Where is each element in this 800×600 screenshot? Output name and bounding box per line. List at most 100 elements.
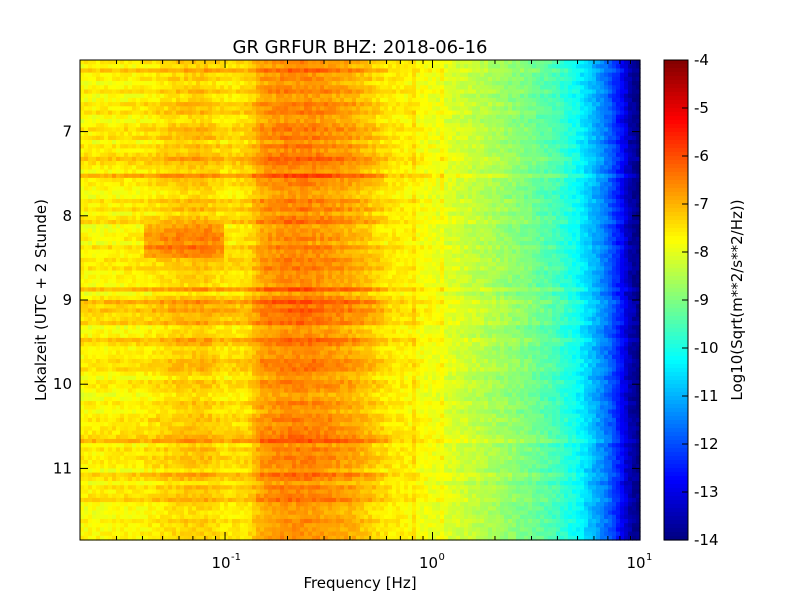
spectrogram-cell xyxy=(232,156,237,162)
spectrogram-cell xyxy=(160,182,165,187)
spectrogram-cell xyxy=(612,148,617,154)
spectrogram-cell xyxy=(636,60,641,65)
spectrogram-cell xyxy=(108,144,113,150)
spectrogram-cell xyxy=(160,131,165,137)
spectrogram-cell xyxy=(324,186,329,192)
spectrogram-cell xyxy=(204,123,209,128)
spectrogram-cell xyxy=(436,140,441,145)
spectrogram-cell xyxy=(400,173,405,179)
spectrogram-cell xyxy=(452,198,457,204)
spectrogram-cell xyxy=(392,182,397,187)
spectrogram-cell xyxy=(84,144,89,150)
spectrogram-cell xyxy=(448,144,453,150)
spectrogram-cell xyxy=(116,156,121,162)
spectrogram-cell xyxy=(248,203,253,208)
spectrogram-cell xyxy=(256,68,261,74)
spectrogram-cell xyxy=(544,161,549,166)
spectrogram-cell xyxy=(520,148,525,154)
spectrogram-cell xyxy=(584,190,589,196)
spectrogram-cell xyxy=(636,102,641,107)
spectrogram-cell xyxy=(636,64,641,70)
spectrogram-cell xyxy=(620,123,625,128)
spectrogram-cell xyxy=(168,89,173,95)
spectrogram-cell xyxy=(564,186,569,192)
spectrogram-cell xyxy=(624,118,629,124)
spectrogram-cell xyxy=(116,60,121,65)
spectrogram-cell xyxy=(184,97,189,103)
spectrogram-cell xyxy=(108,85,113,91)
spectrogram-cell xyxy=(424,152,429,158)
spectrogram-cell xyxy=(388,60,393,65)
spectrogram-cell xyxy=(300,152,305,158)
spectrogram-cell xyxy=(276,173,281,179)
spectrogram-cell xyxy=(572,106,577,112)
spectrogram-cell xyxy=(540,140,545,145)
spectrogram-cell xyxy=(244,165,249,171)
spectrogram-cell xyxy=(492,123,497,128)
spectrogram-cell xyxy=(484,152,489,158)
spectrogram-cell xyxy=(340,72,345,78)
spectrogram-cell xyxy=(484,203,489,208)
spectrogram-cell xyxy=(244,135,249,141)
spectrogram-cell xyxy=(324,114,329,120)
spectrogram-cell xyxy=(92,106,97,112)
spectrogram-cell xyxy=(580,186,585,192)
spectrogram-cell xyxy=(412,110,417,116)
spectrogram-cell xyxy=(240,72,245,78)
spectrogram-cell xyxy=(448,135,453,141)
spectrogram-cell xyxy=(452,144,457,150)
spectrogram-cell xyxy=(340,156,345,162)
spectrogram-cell xyxy=(360,114,365,120)
spectrogram-cell xyxy=(348,85,353,91)
spectrogram-cell xyxy=(324,93,329,99)
spectrogram-cell xyxy=(160,148,165,154)
spectrogram-cell xyxy=(96,182,101,187)
spectrogram-cell xyxy=(524,64,529,70)
spectrogram-cell xyxy=(284,118,289,124)
spectrogram-cell xyxy=(336,89,341,95)
spectrogram-cell xyxy=(184,106,189,112)
spectrogram-cell xyxy=(324,76,329,82)
spectrogram-cell xyxy=(248,60,253,65)
spectrogram-cell xyxy=(316,148,321,154)
spectrogram-cell xyxy=(192,131,197,137)
spectrogram-cell xyxy=(304,156,309,162)
spectrogram-cell xyxy=(624,81,629,86)
spectrogram-cell xyxy=(280,165,285,171)
spectrogram-cell xyxy=(500,123,505,128)
spectrogram-cell xyxy=(172,148,177,154)
spectrogram-cell xyxy=(436,169,441,175)
spectrogram-cell xyxy=(96,127,101,133)
spectrogram-cell xyxy=(264,81,269,86)
spectrogram-cell xyxy=(232,152,237,158)
spectrogram-cell xyxy=(240,152,245,158)
spectrogram-cell xyxy=(188,89,193,95)
spectrogram-cell xyxy=(536,152,541,158)
spectrogram-cell xyxy=(272,76,277,82)
spectrogram-cell xyxy=(196,135,201,141)
spectrogram-cell xyxy=(212,165,217,171)
spectrogram-cell xyxy=(332,64,337,70)
spectrogram-cell xyxy=(416,110,421,116)
spectrogram-cell xyxy=(312,123,317,128)
spectrogram-cell xyxy=(512,127,517,133)
spectrogram-cell xyxy=(120,89,125,95)
spectrogram-cell xyxy=(372,114,377,120)
spectrogram-cell xyxy=(376,72,381,78)
spectrogram-cell xyxy=(620,72,625,78)
spectrogram-cell xyxy=(604,152,609,158)
spectrogram-cell xyxy=(436,198,441,204)
spectrogram-cell xyxy=(504,85,509,91)
spectrogram-cell xyxy=(128,165,133,171)
spectrogram-cell xyxy=(288,93,293,99)
spectrogram-cell xyxy=(368,144,373,150)
spectrogram-cell xyxy=(144,102,149,107)
spectrogram-cell xyxy=(208,110,213,116)
spectrogram-cell xyxy=(480,131,485,137)
spectrogram-cell xyxy=(344,114,349,120)
spectrogram-cell xyxy=(336,106,341,112)
spectrogram-cell xyxy=(472,161,477,166)
spectrogram-cell xyxy=(208,123,213,128)
spectrogram-cell xyxy=(268,97,273,103)
spectrogram-cell xyxy=(284,89,289,95)
